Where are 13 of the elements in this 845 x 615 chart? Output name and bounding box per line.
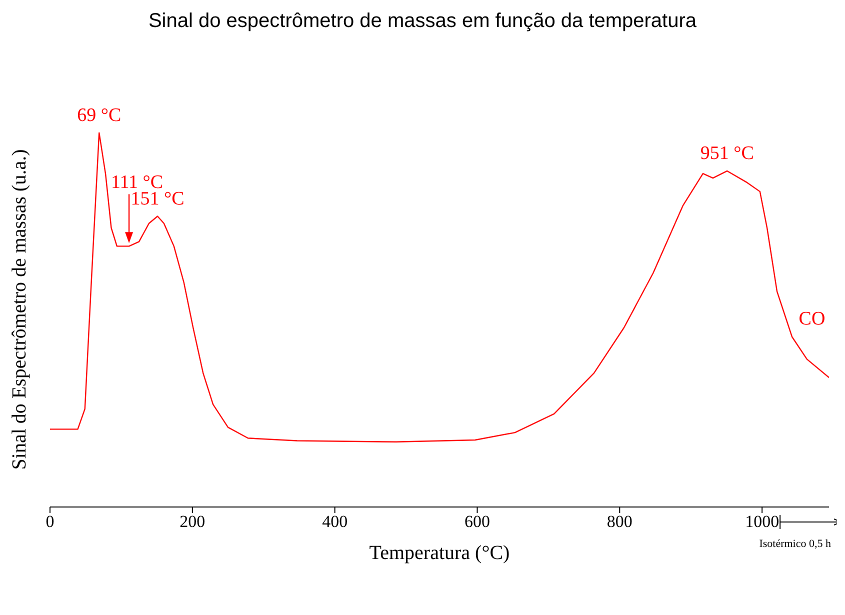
x-tick-label: 0: [46, 512, 54, 532]
y-axis-title: Sinal do Espectrômetro de massas (u.a.): [8, 148, 32, 472]
x-tick-label: 200: [180, 512, 206, 532]
chart-title: Sinal do espectrômetro de massas em função da temperatura: [147, 10, 698, 33]
annotation: CO: [798, 308, 826, 330]
annotation: 69 °C: [77, 104, 122, 126]
annotation: 951 °C: [700, 142, 754, 164]
text: Isotérmico 0,5 h: [759, 538, 832, 550]
x-axis-title: Temperatura (°C): [369, 542, 510, 564]
x-tick-label: 600: [464, 512, 490, 532]
x-tick-label: 800: [606, 512, 632, 532]
x-tick-label: 1000: [745, 512, 780, 532]
x-tick-label: 400: [322, 512, 348, 532]
